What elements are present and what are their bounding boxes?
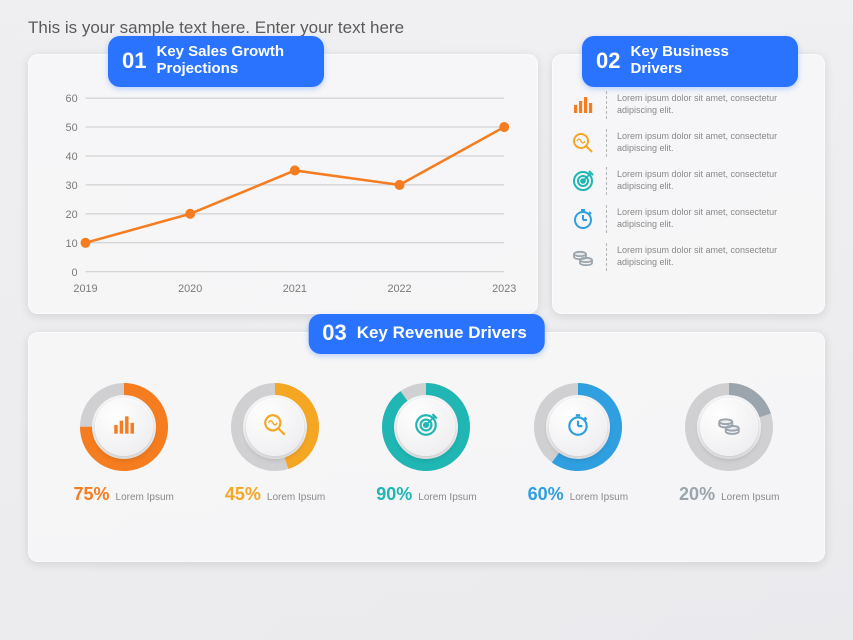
- divider: [606, 205, 607, 233]
- bars-icon: [111, 412, 137, 443]
- pill-business: 02 Key Business Drivers: [582, 36, 798, 87]
- pill-num: 03: [322, 322, 346, 344]
- bars-icon: [570, 92, 596, 118]
- donut-caption: Lorem Ipsum: [116, 492, 174, 503]
- pill-num: 02: [596, 50, 620, 72]
- donut-gauge: [531, 380, 625, 474]
- donut-gauge: [682, 380, 776, 474]
- driver-row: Lorem ipsum dolor sit amet, consectetur …: [570, 164, 807, 198]
- donut-item: 75% Lorem Ipsum: [59, 380, 189, 505]
- divider: [606, 129, 607, 157]
- page-subtitle: This is your sample text here. Enter you…: [28, 18, 825, 38]
- svg-text:0: 0: [72, 267, 78, 279]
- svg-text:10: 10: [66, 238, 78, 250]
- driver-row: Lorem ipsum dolor sit amet, consectetur …: [570, 202, 807, 236]
- donut-gauge: [379, 380, 473, 474]
- donut-item: 60% Lorem Ipsum: [513, 380, 643, 505]
- driver-text: Lorem ipsum dolor sit amet, consectetur …: [617, 245, 807, 268]
- search-icon: [262, 412, 288, 443]
- divider: [606, 243, 607, 271]
- target-icon: [570, 168, 596, 194]
- donut-item: 90% Lorem Ipsum: [361, 380, 491, 505]
- svg-text:2023: 2023: [492, 283, 516, 295]
- driver-row: Lorem ipsum dolor sit amet, consectetur …: [570, 126, 807, 160]
- svg-text:2022: 2022: [387, 283, 411, 295]
- driver-text: Lorem ipsum dolor sit amet, consectetur …: [617, 131, 807, 154]
- svg-text:40: 40: [66, 151, 78, 163]
- donut-pct: 60%: [528, 484, 564, 505]
- target-icon: [413, 412, 439, 443]
- top-row: 01 Key Sales Growth Projections 01020304…: [28, 54, 825, 314]
- pill-num: 01: [122, 50, 146, 72]
- coins-icon: [716, 412, 742, 443]
- pill-sales: 01 Key Sales Growth Projections: [108, 36, 324, 87]
- donut-gauge: [77, 380, 171, 474]
- donut-inner-button: [549, 398, 607, 456]
- pill-title: Key Sales Growth Projections: [156, 44, 306, 77]
- donut-label: 90% Lorem Ipsum: [376, 484, 476, 505]
- coins-icon: [570, 244, 596, 270]
- svg-text:30: 30: [66, 180, 78, 192]
- svg-text:20: 20: [66, 209, 78, 221]
- pill-revenue: 03 Key Revenue Drivers: [308, 314, 545, 354]
- card-business-drivers: 02 Key Business Drivers Lorem ipsum dolo…: [552, 54, 825, 314]
- donut-label: 60% Lorem Ipsum: [528, 484, 628, 505]
- donut-pct: 90%: [376, 484, 412, 505]
- donut-label: 45% Lorem Ipsum: [225, 484, 325, 505]
- donut-caption: Lorem Ipsum: [267, 492, 325, 503]
- svg-text:60: 60: [66, 93, 78, 105]
- svg-text:2021: 2021: [283, 283, 307, 295]
- divider: [606, 167, 607, 195]
- donut-label: 75% Lorem Ipsum: [73, 484, 173, 505]
- donut-pct: 75%: [73, 484, 109, 505]
- driver-text: Lorem ipsum dolor sit amet, consectetur …: [617, 169, 807, 192]
- donut-inner-button: [95, 398, 153, 456]
- driver-text: Lorem ipsum dolor sit amet, consectetur …: [617, 207, 807, 230]
- driver-list: Lorem ipsum dolor sit amet, consectetur …: [570, 88, 807, 274]
- donut-caption: Lorem Ipsum: [721, 492, 779, 503]
- donut-pct: 20%: [679, 484, 715, 505]
- driver-row: Lorem ipsum dolor sit amet, consectetur …: [570, 240, 807, 274]
- card-sales-growth: 01 Key Sales Growth Projections 01020304…: [28, 54, 538, 314]
- donut-inner-button: [700, 398, 758, 456]
- pill-title: Key Revenue Drivers: [357, 324, 527, 343]
- donut-gauge: [228, 380, 322, 474]
- line-chart: 0 10 20 30 40 50 60 2019 2020 2021 2022 2023: [46, 88, 520, 300]
- donut-inner-button: [397, 398, 455, 456]
- driver-row: Lorem ipsum dolor sit amet, consectetur …: [570, 88, 807, 122]
- clock-icon: [570, 206, 596, 232]
- svg-text:2019: 2019: [73, 283, 97, 295]
- donut-pct: 45%: [225, 484, 261, 505]
- divider: [606, 91, 607, 119]
- driver-text: Lorem ipsum dolor sit amet, consectetur …: [617, 93, 807, 116]
- clock-icon: [565, 412, 591, 443]
- card-revenue-drivers: 03 Key Revenue Drivers 75% Lorem Ipsum: [28, 332, 825, 562]
- svg-text:2020: 2020: [178, 283, 202, 295]
- donut-caption: Lorem Ipsum: [570, 492, 628, 503]
- donut-item: 20% Lorem Ipsum: [664, 380, 794, 505]
- donut-label: 20% Lorem Ipsum: [679, 484, 779, 505]
- donut-caption: Lorem Ipsum: [418, 492, 476, 503]
- donut-inner-button: [246, 398, 304, 456]
- donut-row: 75% Lorem Ipsum 45% Lorem Ipsum: [48, 376, 805, 548]
- donut-item: 45% Lorem Ipsum: [210, 380, 340, 505]
- pill-title: Key Business Drivers: [630, 44, 780, 77]
- svg-text:50: 50: [66, 122, 78, 134]
- search-icon: [570, 130, 596, 156]
